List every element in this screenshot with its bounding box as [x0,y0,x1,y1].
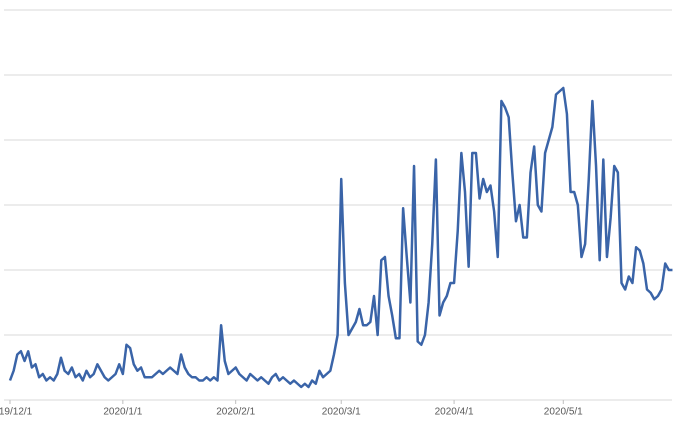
x-tick-label: 2020/2/1 [216,407,255,418]
x-tick-label: 2020/1/1 [103,407,142,418]
x-tick-label: 2020/5/1 [544,407,583,418]
x-tick-label: 2020/3/1 [322,407,361,418]
series-line [8,86,673,389]
x-tick-label: 2020/4/1 [435,407,474,418]
x-tick-label: 2019/12/1 [0,407,33,418]
